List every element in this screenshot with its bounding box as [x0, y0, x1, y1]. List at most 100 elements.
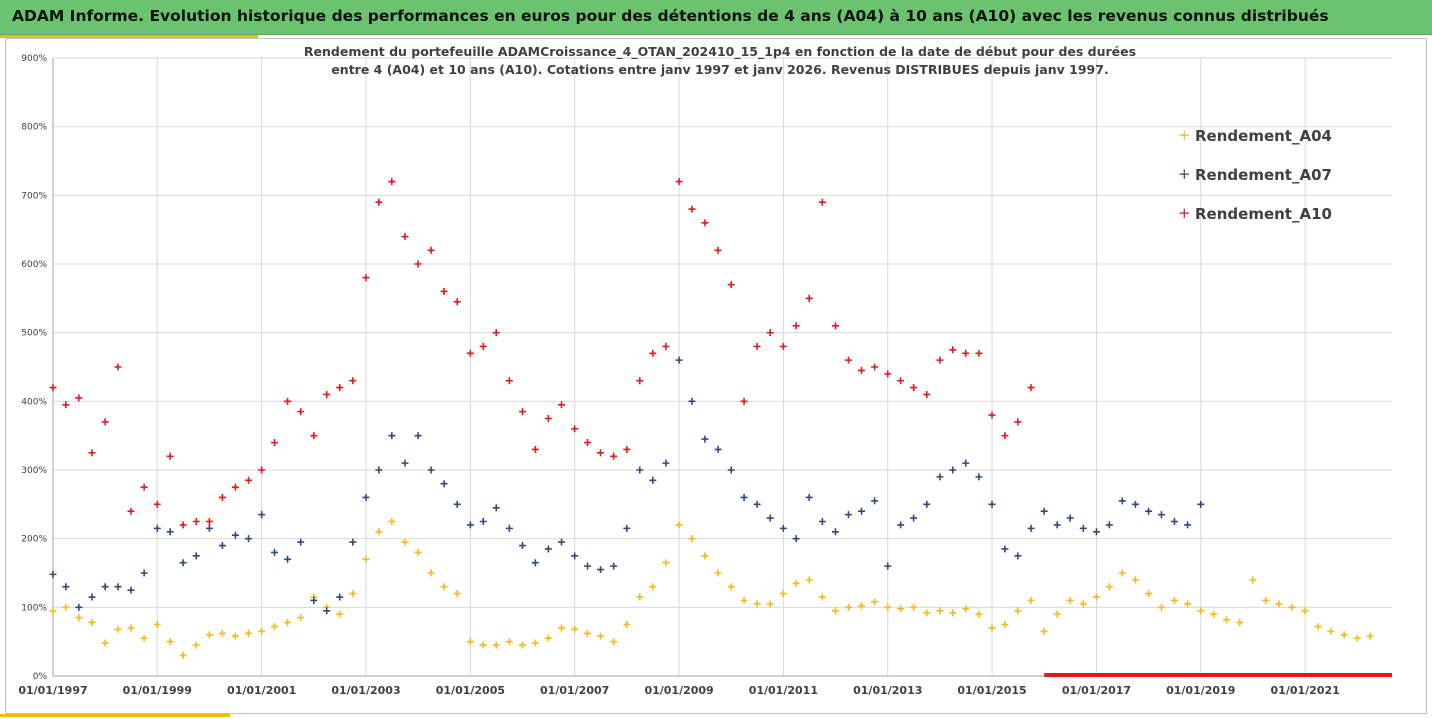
data-point [662, 459, 670, 467]
data-point [988, 411, 996, 419]
data-point [245, 535, 253, 543]
y-tick-label: 800% [21, 123, 47, 133]
data-point [349, 538, 357, 546]
data-point [166, 528, 174, 536]
data-point [231, 632, 239, 640]
data-point [584, 629, 592, 637]
data-point [714, 246, 722, 254]
data-point [401, 233, 409, 241]
data-point [192, 518, 200, 525]
data-point [1014, 418, 1022, 426]
data-point [910, 514, 918, 522]
data-point [1170, 596, 1178, 604]
data-point [492, 504, 500, 512]
data-point [1314, 623, 1322, 631]
data-point [1353, 634, 1361, 642]
data-point [479, 518, 487, 525]
data-point [205, 518, 213, 525]
data-point [649, 349, 657, 357]
data-point [766, 514, 774, 522]
data-point [49, 607, 57, 615]
x-tick-label: 01/01/2005 [436, 684, 505, 697]
data-point [623, 621, 631, 628]
data-point [427, 246, 435, 254]
data-point [740, 397, 748, 405]
data-point [779, 342, 787, 350]
data-point [753, 342, 761, 350]
data-point [1197, 500, 1205, 508]
data-point [519, 408, 527, 416]
data-point [884, 562, 892, 570]
data-point [362, 274, 370, 282]
data-point [988, 624, 996, 632]
data-point [897, 605, 905, 613]
data-point [531, 639, 539, 647]
legend-item-a04: + Rendement_A04 [1178, 124, 1418, 163]
legend-item-a10: + Rendement_A10 [1178, 202, 1418, 241]
data-point [727, 281, 735, 289]
chart-title-line-1: Rendement du portefeuille ADAMCroissance… [303, 44, 1137, 59]
chart-title: Rendement du portefeuille ADAMCroissance… [215, 43, 1225, 79]
data-point [179, 521, 187, 529]
legend-item-a07: + Rendement_A07 [1178, 163, 1418, 202]
x-tick-label: 01/01/2009 [644, 684, 713, 697]
data-point [297, 408, 305, 416]
legend-label-a04: Rendement_A04 [1195, 127, 1332, 145]
data-point [205, 524, 213, 532]
data-point [284, 555, 292, 563]
data-point [531, 559, 539, 567]
data-point [453, 298, 461, 306]
data-point [949, 466, 957, 474]
legend-marker-a10: + [1178, 204, 1191, 222]
data-point [49, 384, 57, 392]
data-point [127, 624, 135, 632]
data-point [492, 329, 500, 337]
legend-marker-a07: + [1178, 165, 1191, 183]
header-title: ADAM Informe. Evolution historique des p… [12, 7, 1329, 25]
x-tick-label: 01/01/2001 [227, 684, 296, 697]
data-point [910, 603, 918, 611]
data-point [818, 593, 826, 601]
data-point [166, 638, 174, 646]
data-point [479, 641, 487, 649]
data-point [688, 397, 696, 405]
data-point [1223, 616, 1231, 624]
data-point [805, 576, 813, 584]
data-point [414, 548, 422, 556]
series-Rendement_A07 [49, 356, 1205, 615]
data-point [1027, 596, 1035, 604]
data-point [127, 507, 135, 515]
data-point [544, 634, 552, 642]
data-point [1092, 528, 1100, 536]
data-point [1210, 610, 1218, 618]
data-point [1249, 576, 1257, 584]
data-point [831, 322, 839, 330]
data-point [714, 445, 722, 453]
data-point [1197, 607, 1205, 615]
data-point [1027, 384, 1035, 392]
data-point [884, 370, 892, 378]
data-point [1040, 507, 1048, 515]
data-point [923, 609, 931, 617]
chart-title-line-2: entre 4 (A04) et 10 ans (A10). Cotations… [331, 62, 1109, 77]
data-point [818, 198, 826, 206]
data-point [388, 178, 396, 186]
data-point [1053, 610, 1061, 618]
x-tick-label: 01/01/1997 [18, 684, 87, 697]
data-point [258, 511, 266, 519]
data-point [753, 500, 761, 508]
data-point [75, 603, 83, 611]
data-point [492, 641, 500, 649]
data-point [1157, 511, 1165, 519]
data-point [388, 518, 396, 525]
data-point [727, 583, 735, 591]
data-point [1145, 590, 1153, 598]
data-point [558, 624, 566, 632]
y-tick-label: 600% [21, 260, 47, 270]
data-point [271, 548, 279, 556]
data-point [544, 545, 552, 553]
data-point [349, 590, 357, 598]
data-point [688, 205, 696, 213]
data-point [75, 394, 83, 402]
